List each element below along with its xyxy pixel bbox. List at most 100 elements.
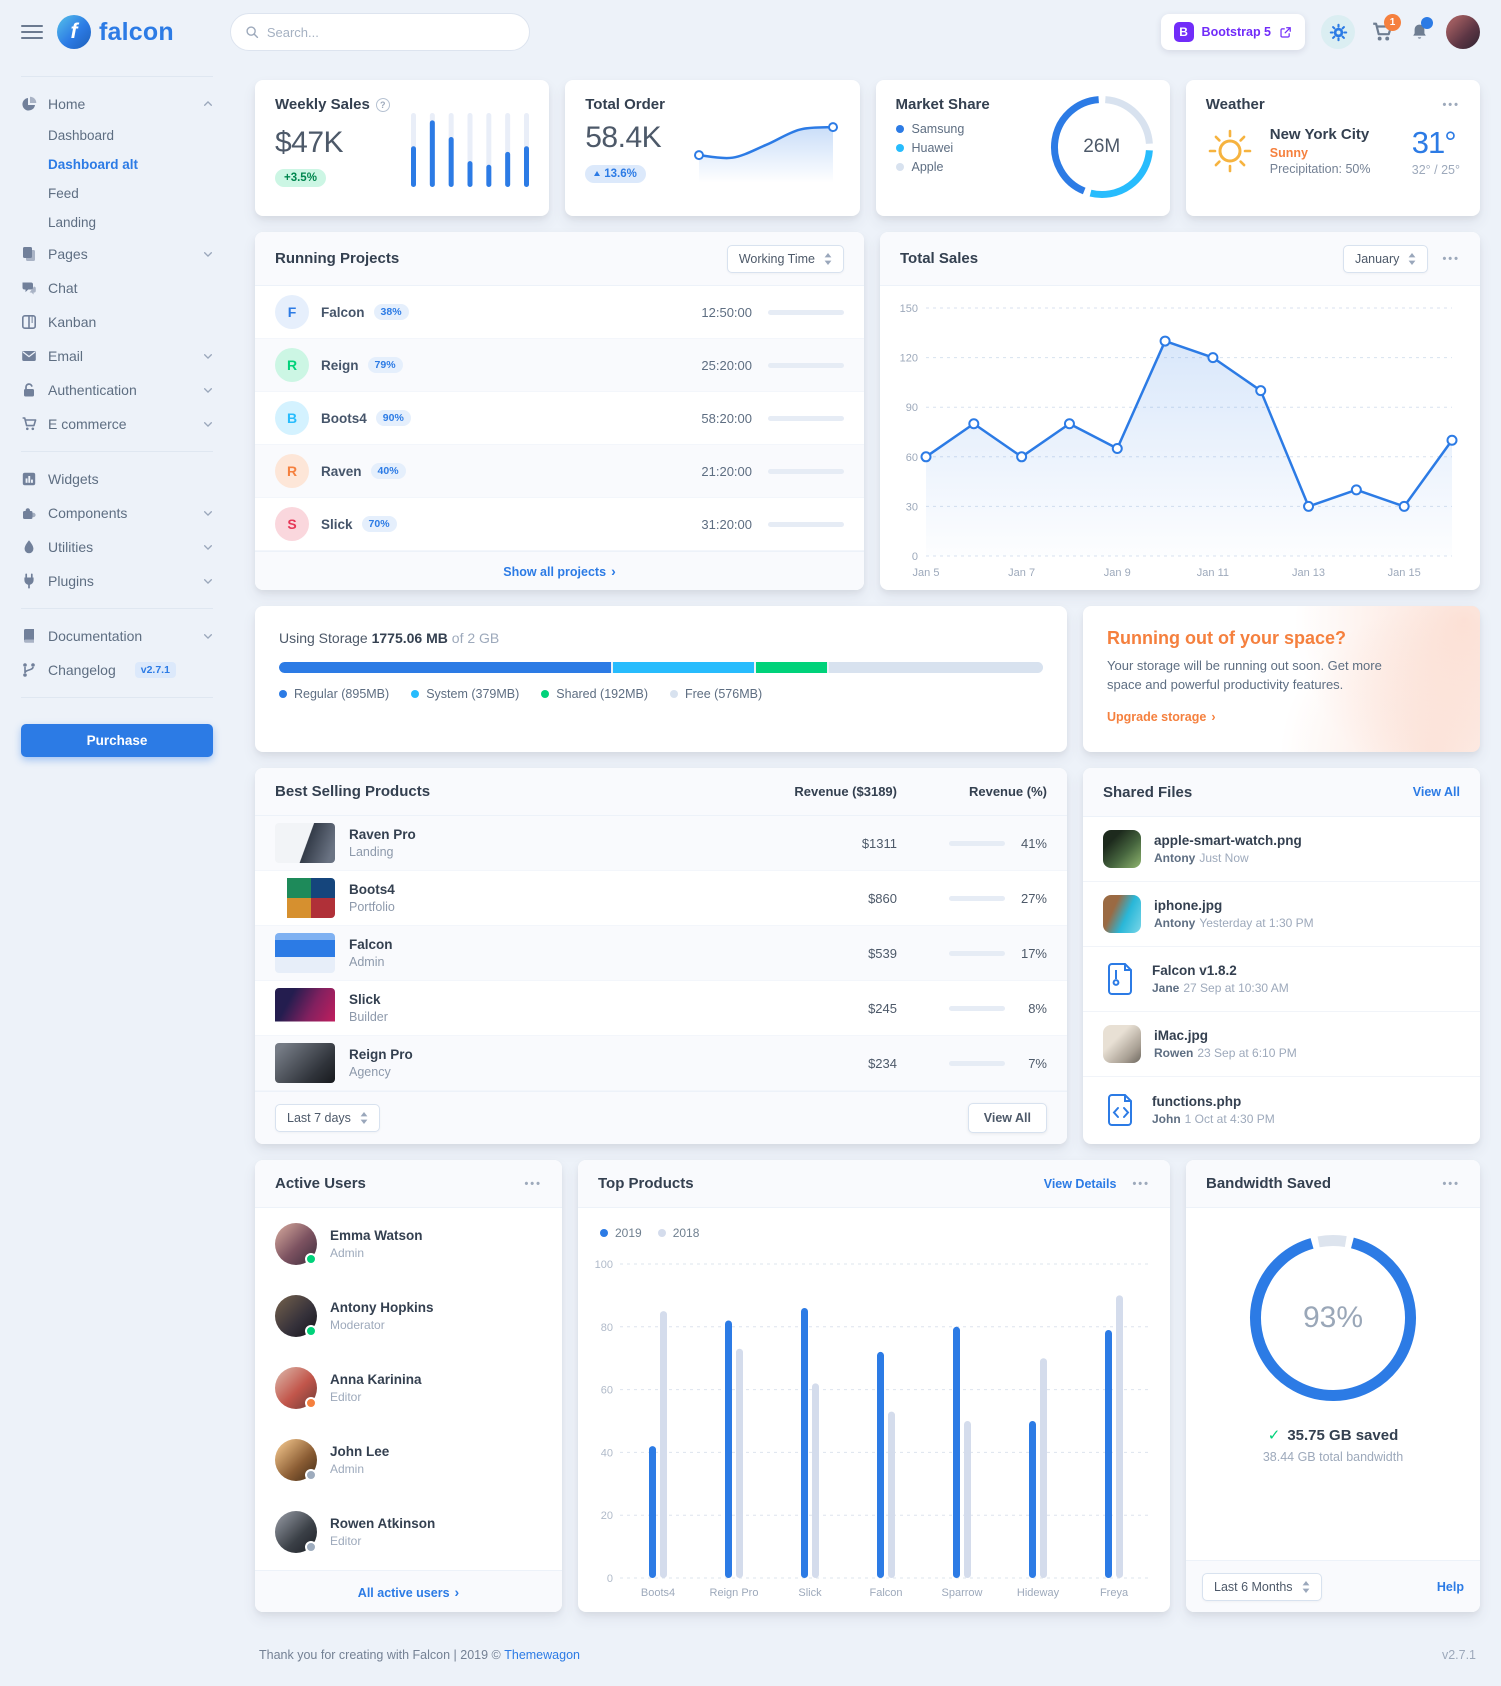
storage-title: Using Storage 1775.06 MB of 2 GB — [279, 630, 500, 646]
storage-segment-shared — [755, 662, 828, 673]
hamburger-menu-icon[interactable] — [21, 25, 43, 39]
more-menu-icon[interactable] — [1442, 1178, 1460, 1190]
view-all-files-link[interactable]: View All — [1412, 785, 1460, 799]
sidebar-item-chat[interactable]: Chat — [21, 271, 213, 305]
months-select[interactable]: Last 6 Months — [1202, 1572, 1322, 1601]
upgrade-storage-link[interactable]: Upgrade storage — [1107, 710, 1216, 724]
total-sales-chart: 0 30 60 90 120 150 Jan 5 Jan 7 Jan 9 Jan 11 Jan 13… — [890, 296, 1466, 582]
help-link[interactable]: Help — [1436, 1579, 1464, 1594]
product-name: Falcon — [349, 937, 393, 952]
project-progress — [768, 468, 844, 474]
market-share-donut: 26M — [1050, 95, 1154, 199]
sidebar-item-plugins[interactable]: Plugins — [21, 564, 213, 598]
sidebar-item-documentation[interactable]: Documentation — [21, 619, 213, 653]
working-time-select[interactable]: Working Time — [726, 244, 844, 273]
sidebar-item-ecommerce[interactable]: E commerce — [21, 407, 213, 441]
product-category: Builder — [349, 1010, 388, 1024]
show-all-projects-link[interactable]: Show all projects — [503, 563, 615, 579]
view-all-button[interactable]: View All — [967, 1103, 1047, 1133]
sidebar-label: Documentation — [48, 628, 143, 644]
help-icon[interactable]: ? — [375, 98, 390, 112]
purchase-button[interactable]: Purchase — [21, 724, 213, 757]
project-name: Raven — [321, 463, 362, 479]
file-meta: John 1 Oct at 4:30 PM — [1152, 1111, 1275, 1126]
svg-text:40: 40 — [601, 1447, 613, 1459]
legend-item: 2019 — [600, 1226, 642, 1240]
more-menu-icon[interactable] — [1442, 253, 1460, 265]
product-category: Landing — [349, 845, 394, 859]
cart-button[interactable]: 1 — [1371, 14, 1401, 43]
user-avatar — [275, 1295, 317, 1337]
file-thumbnail — [1103, 895, 1141, 933]
bootstrap-logo-icon: B — [1173, 22, 1194, 42]
sidebar-item-landing[interactable]: Landing — [48, 215, 97, 230]
product-revenue: $860 — [868, 890, 897, 906]
product-progress — [949, 840, 1005, 846]
legend-dot — [895, 144, 904, 152]
sidebar-label: Chat — [48, 280, 78, 296]
sidebar-item-kanban[interactable]: Kanban — [21, 305, 213, 339]
sidebar-item-dashboard-alt[interactable]: Dashboard alt — [48, 157, 139, 172]
sidebar-item-components[interactable]: Components — [21, 496, 213, 530]
card-title: Weather — [1205, 96, 1265, 113]
more-menu-icon[interactable] — [1442, 99, 1460, 111]
projects-list: F Falcon 38% 12:50:00 R Reign 79% 25:20:… — [255, 286, 864, 551]
file-code-icon — [1108, 1093, 1132, 1126]
more-menu-icon[interactable] — [524, 1178, 542, 1190]
sidebar-item-widgets[interactable]: Widgets — [21, 462, 213, 496]
view-details-link[interactable]: View Details — [1043, 1176, 1117, 1191]
sidebar-item-dashboard[interactable]: Dashboard — [48, 128, 115, 143]
file-item: iMac.jpg Rowen 23 Sep at 6:10 PM — [1083, 1012, 1480, 1077]
status-dot — [305, 1541, 317, 1553]
project-row: R Reign 79% 25:20:00 — [255, 339, 864, 392]
user-item: Antony Hopkins Moderator — [255, 1280, 562, 1352]
sidebar-item-home[interactable]: Home — [21, 87, 213, 121]
notifications-button[interactable] — [1409, 16, 1433, 43]
page-footer: Thank you for creating with Falcon | 201… — [255, 1628, 1480, 1686]
legend-dot — [895, 163, 904, 171]
project-progress — [768, 362, 844, 368]
svg-text:60: 60 — [906, 452, 918, 464]
bootstrap-5-badge[interactable]: B Bootstrap 5 — [1160, 14, 1305, 50]
sidebar-item-pages[interactable]: Pages — [21, 237, 213, 271]
best-selling-products-card: Best Selling Products Revenue ($3189) Re… — [255, 768, 1067, 1144]
user-avatar[interactable] — [1446, 15, 1480, 49]
sidebar-item-utilities[interactable]: Utilities — [21, 530, 213, 564]
sidebar-item-feed[interactable]: Feed — [48, 186, 79, 201]
sidebar-label: Email — [48, 348, 84, 364]
project-progress — [768, 521, 844, 527]
product-revenue: $245 — [868, 1000, 897, 1016]
sidebar-label: Kanban — [48, 314, 97, 330]
settings-button[interactable] — [1321, 15, 1355, 49]
sidebar-label: E commerce — [48, 416, 127, 432]
product-thumbnail — [275, 823, 335, 863]
month-select[interactable]: January — [1342, 244, 1429, 273]
themewagon-link[interactable]: Themewagon — [504, 1648, 580, 1662]
search-input[interactable] — [266, 24, 515, 40]
external-link-icon — [1280, 26, 1291, 38]
chevron-down-icon — [204, 511, 212, 517]
file-name: iphone.jpg — [1154, 898, 1223, 913]
products-table: Raven Pro Landing $1311 41% Boots4 Portfol… — [255, 816, 1067, 1091]
date-range-select[interactable]: Last 7 days — [275, 1104, 380, 1132]
more-menu-icon[interactable] — [1132, 1178, 1150, 1190]
brand-logo[interactable]: f falcon — [57, 15, 174, 49]
file-item: iphone.jpg Antony Yesterday at 1:30 PM — [1083, 882, 1480, 947]
user-name: Anna Karinina — [330, 1372, 422, 1387]
search-box[interactable] — [229, 13, 530, 51]
total-order-badge: 13.6% — [585, 164, 646, 183]
product-revenue: $234 — [868, 1055, 897, 1071]
legend-dot — [411, 690, 420, 698]
sidebar-item-authentication[interactable]: Authentication — [21, 373, 213, 407]
weekly-sales-card: Weekly Sales? $47K +3.5% — [255, 80, 550, 216]
user-name: John Lee — [330, 1444, 390, 1459]
svg-text:100: 100 — [595, 1260, 613, 1271]
all-active-users-link[interactable]: All active users — [358, 1584, 459, 1600]
card-title: Running Projects — [275, 250, 400, 267]
sidebar-item-changelog[interactable]: Changelog v2.7.1 — [21, 653, 213, 687]
sidebar-item-email[interactable]: Email — [21, 339, 213, 373]
product-category: Portfolio — [349, 900, 395, 914]
code-branch-icon — [23, 663, 35, 677]
file-item: functions.php John 1 Oct at 4:30 PM — [1083, 1077, 1480, 1142]
file-meta: Antony Just Now — [1154, 851, 1249, 865]
